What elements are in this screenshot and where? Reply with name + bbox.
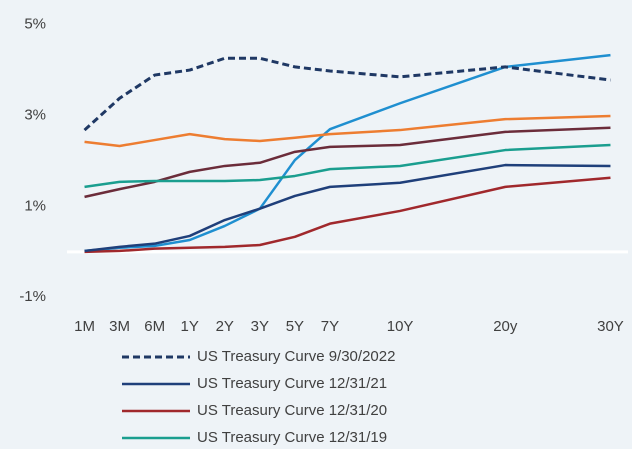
x-tick-label: 3Y [251,318,269,335]
legend-label: US Treasury Curve 12/31/21 [197,375,387,392]
y-tick-label: 1% [24,197,46,214]
x-tick-label: 1Y [181,318,199,335]
y-tick-label: -1% [19,288,46,305]
series-line [84,176,611,254]
legend-label: US Treasury Curve 9/30/2022 [197,348,395,365]
series-line [84,114,611,148]
series-line [84,126,611,199]
legend-label: US Treasury Curve 12/31/20 [197,402,387,419]
x-tick-label: 7Y [321,318,339,335]
legend-label: US Treasury Curve 12/31/19 [197,429,387,446]
x-tick-label: 6M [144,318,165,335]
x-tick-label: 30Y [597,318,624,335]
series-line [84,163,611,253]
series-line [84,143,611,189]
x-tick-label: 3M [109,318,130,335]
x-tick-label: 20y [493,318,518,335]
x-tick-label: 1M [74,318,95,335]
y-tick-label: 5% [24,16,46,33]
x-tick-label: 2Y [216,318,234,335]
x-tick-label: 5Y [286,318,304,335]
x-tick-label: 10Y [387,318,414,335]
y-tick-label: 3% [24,106,46,123]
